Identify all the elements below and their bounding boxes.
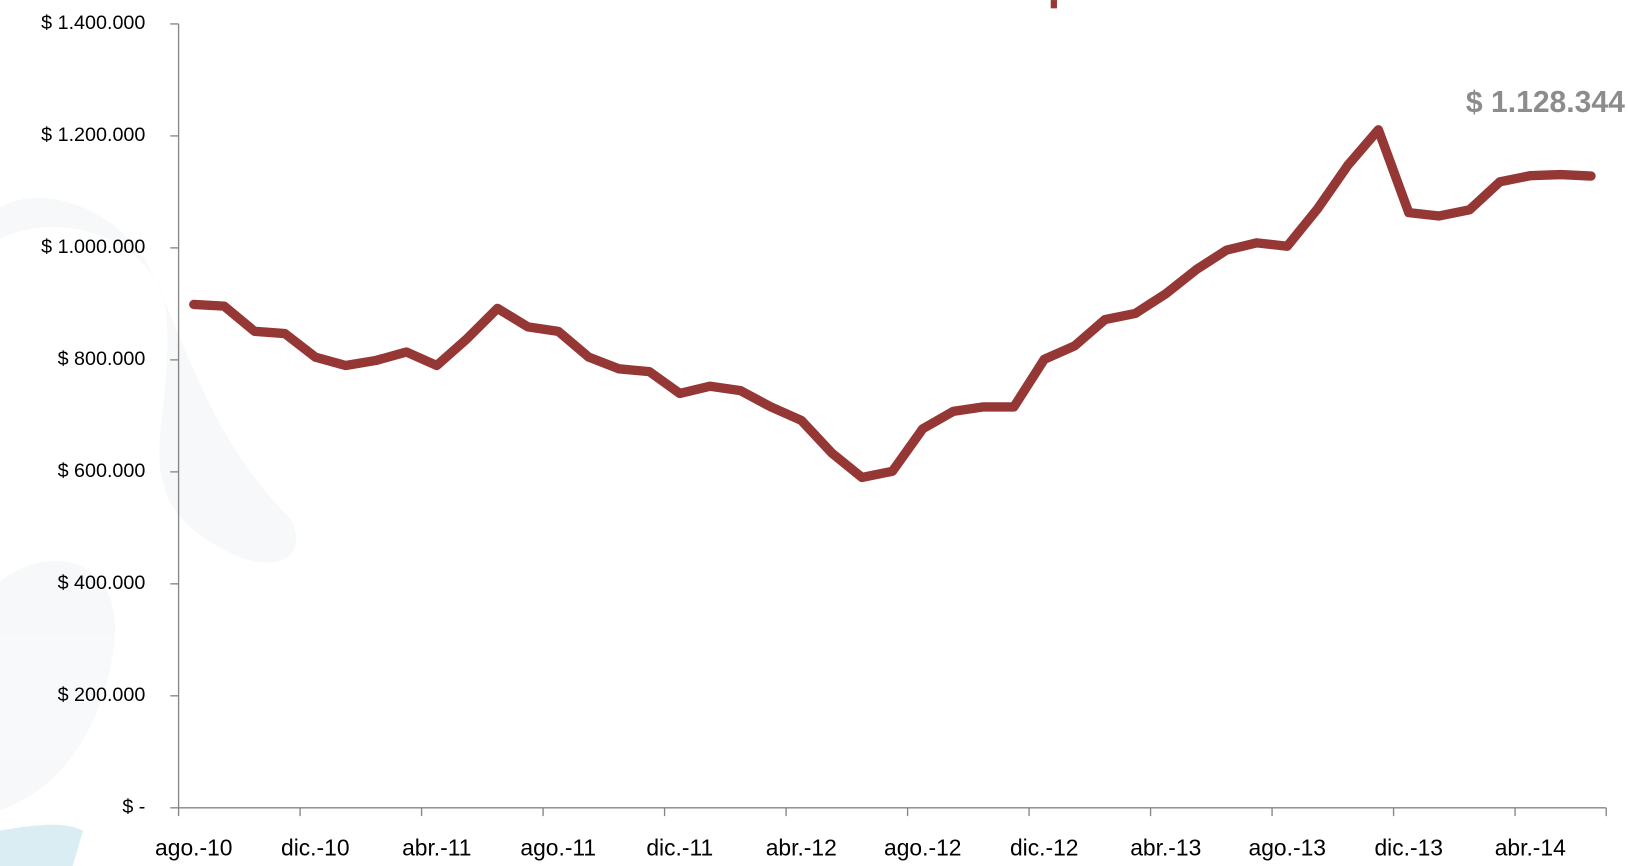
y-tick-label: $ 200.000	[58, 684, 146, 706]
x-tick-label: ago.-12	[884, 834, 961, 860]
x-tick-label: dic.-13	[1374, 834, 1443, 860]
x-tick-label: abr.-12	[766, 834, 837, 860]
x-tick-label: abr.-11	[402, 834, 471, 860]
x-tick-label: dic.-10	[281, 834, 350, 860]
chart: $ - $ 200.000 $ 400.000 $ 600.000 $ 800.000 $…	[0, 0, 1628, 866]
y-tick-label: $ -	[122, 796, 145, 818]
x-tick-label: dic.-11	[646, 834, 713, 860]
y-tick-label: $ 1.200.000	[41, 124, 145, 146]
page: {"chart_data": { "type": "line", "catego…	[0, 0, 1628, 866]
x-tick-label: dic.-12	[1010, 834, 1079, 860]
y-tick-label: $ 600.000	[58, 460, 146, 482]
x-tick-label: abr.-14	[1495, 834, 1566, 860]
x-tick-label: abr.-13	[1130, 834, 1201, 860]
background-decoration	[0, 198, 296, 866]
y-tick-label: $ 1.000.000	[41, 236, 145, 258]
x-tick-label: ago.-10	[155, 834, 232, 860]
data-line	[194, 130, 1591, 478]
bg-shape	[0, 825, 83, 866]
x-tick-label: ago.-11	[520, 834, 596, 860]
title-fragment	[1051, 0, 1057, 8]
y-tick-label: $ 800.000	[58, 348, 146, 370]
y-tick-label: $ 1.400.000	[41, 12, 145, 34]
value-label: $ 1.128.344	[1466, 86, 1625, 119]
x-tick-label: ago.-13	[1249, 834, 1326, 860]
y-tick-label: $ 400.000	[58, 572, 146, 594]
